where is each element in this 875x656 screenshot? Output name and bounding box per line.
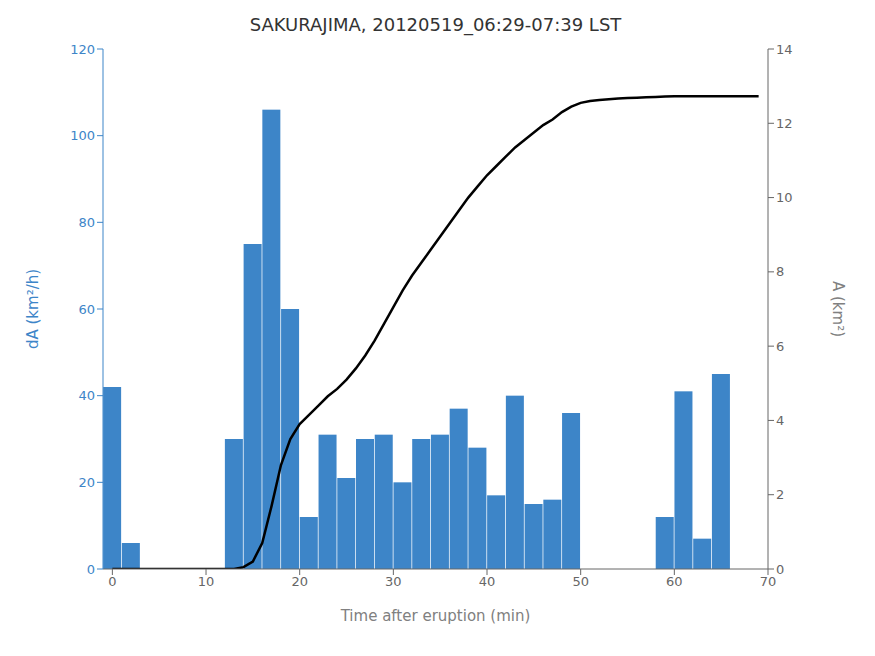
svg-text:10: 10 <box>776 190 793 205</box>
svg-text:30: 30 <box>385 574 402 589</box>
svg-text:100: 100 <box>70 128 95 143</box>
svg-text:2: 2 <box>776 487 784 502</box>
svg-text:10: 10 <box>198 574 215 589</box>
svg-text:A (km²): A (km²) <box>829 281 847 337</box>
svg-text:14: 14 <box>776 42 793 57</box>
svg-text:4: 4 <box>776 413 784 428</box>
html-text:SAKURAJIMA, 20120519_06:29-07:: SAKURAJIMA, 20120519_06:29-07:39 LST <box>249 14 622 35</box>
svg-text:6: 6 <box>776 339 784 354</box>
svg-text:20: 20 <box>78 475 95 490</box>
svg-text:0: 0 <box>776 562 784 577</box>
svg-text:40: 40 <box>479 574 496 589</box>
svg-text:60: 60 <box>666 574 683 589</box>
svg-text:0: 0 <box>87 562 95 577</box>
svg-text:70: 70 <box>760 574 777 589</box>
svg-text:50: 50 <box>572 574 589 589</box>
svg-text:20: 20 <box>291 574 308 589</box>
svg-text:60: 60 <box>78 302 95 317</box>
svg-text:80: 80 <box>78 215 95 230</box>
svg-text:0: 0 <box>108 574 116 589</box>
svg-text:8: 8 <box>776 264 784 279</box>
svg-text:Time after eruption (min): Time after eruption (min) <box>340 607 531 625</box>
svg-text:40: 40 <box>78 388 95 403</box>
svg-text:12: 12 <box>776 116 793 131</box>
svg-text:120: 120 <box>70 42 95 57</box>
svg-text:dA (km²/h): dA (km²/h) <box>24 269 42 349</box>
